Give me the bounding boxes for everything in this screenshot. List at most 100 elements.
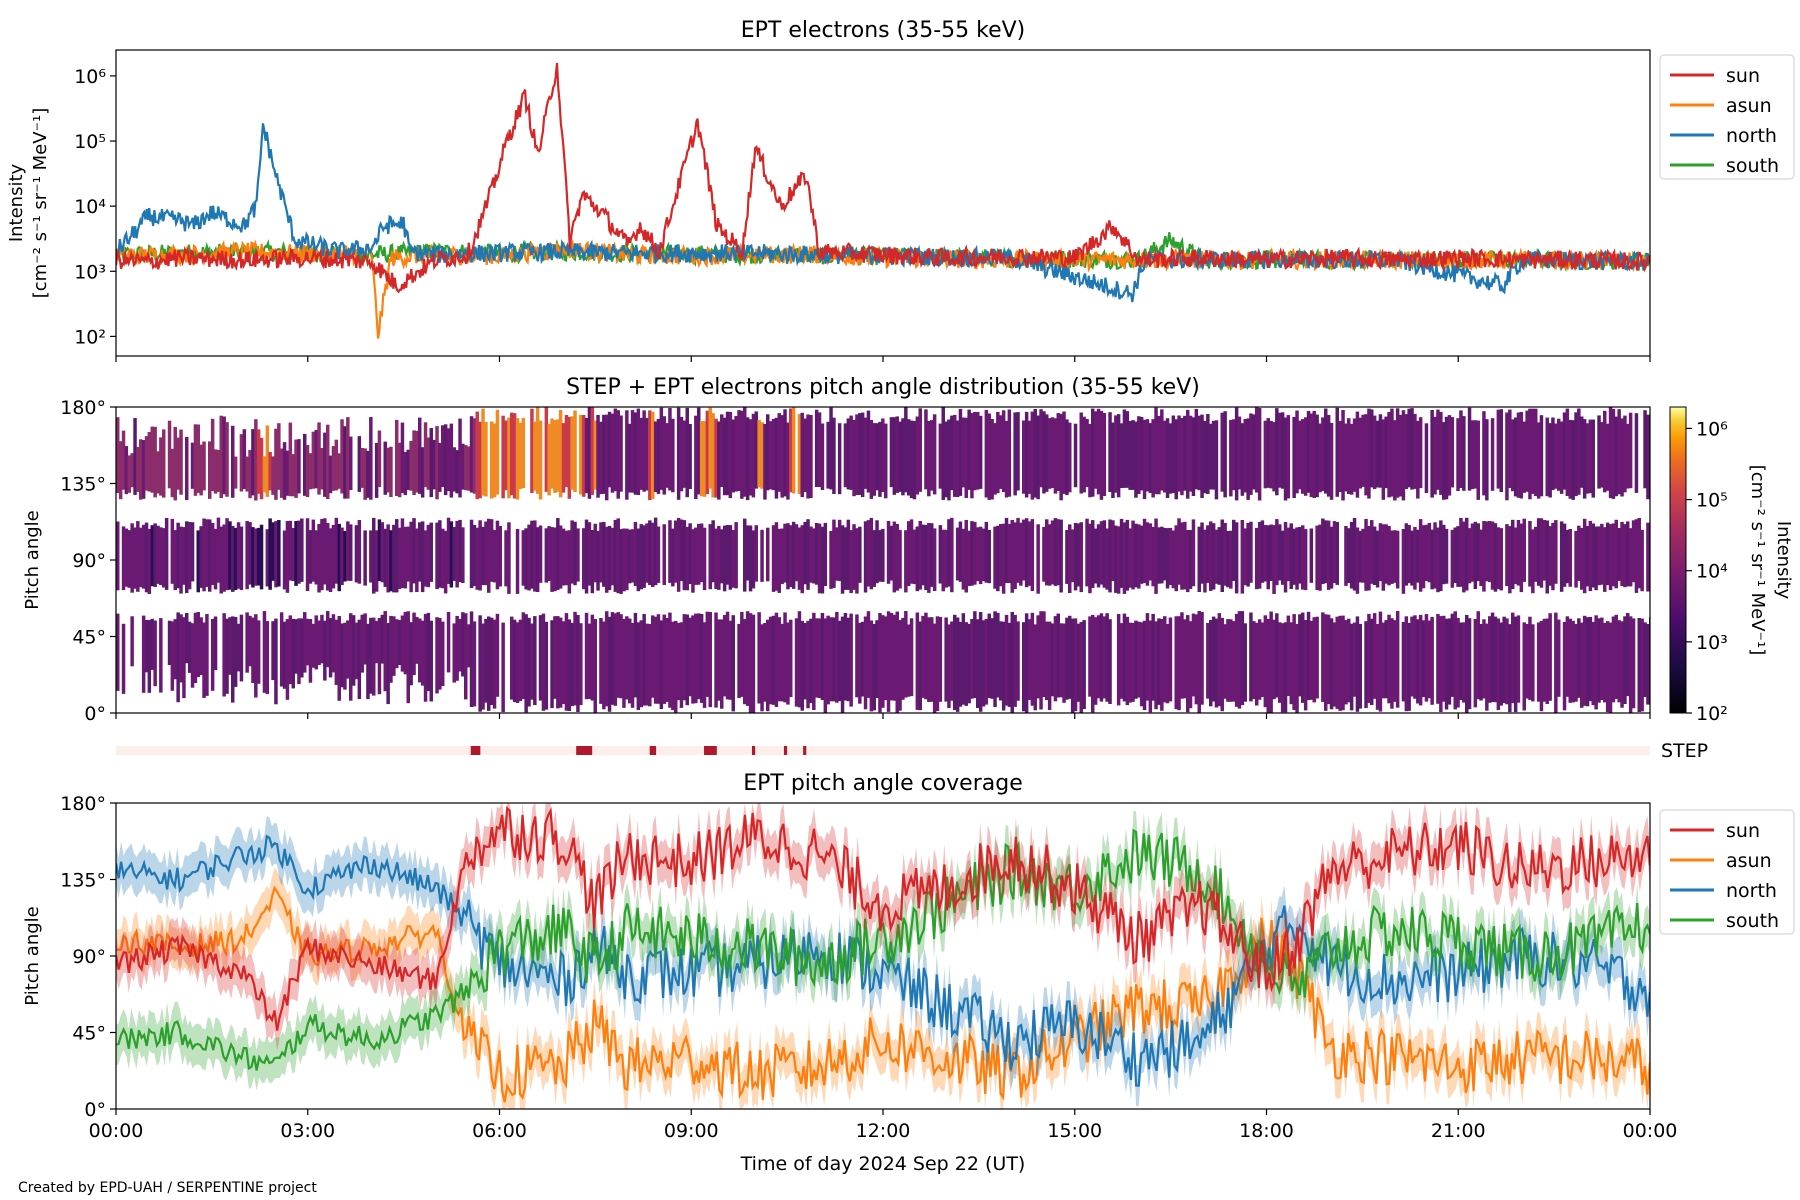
pad-cell <box>1079 522 1083 593</box>
pad-cell <box>1209 620 1213 707</box>
pad-cell <box>602 621 606 710</box>
pad-cell <box>472 418 477 494</box>
pad-cell <box>1580 528 1584 590</box>
pad-cell <box>297 618 301 685</box>
pad-cell <box>1329 526 1334 589</box>
pad-cell <box>1614 519 1618 589</box>
pad-cell <box>964 622 968 706</box>
pad-cell <box>346 417 350 499</box>
pad-cell <box>418 618 422 683</box>
pad-cell <box>400 518 405 588</box>
pad-cell <box>1611 408 1616 499</box>
pad-cell <box>147 432 152 492</box>
pad-cell <box>587 407 592 499</box>
pad-cell <box>1186 615 1190 713</box>
pad-cell <box>1401 410 1406 501</box>
pad-cell <box>1203 529 1207 593</box>
pad-cell <box>1004 614 1009 706</box>
pad-cell <box>697 523 701 585</box>
pad-cell <box>1168 423 1173 494</box>
pad-cell <box>915 416 920 495</box>
pad-cell <box>866 410 871 493</box>
pad-cell <box>541 613 546 711</box>
pad-cell <box>918 408 922 492</box>
pad-cell <box>328 455 333 494</box>
y-tick-label: 10⁶ <box>74 66 106 88</box>
pad-cell <box>544 621 549 710</box>
pad-cell <box>185 521 189 594</box>
pad-cell <box>1252 621 1256 700</box>
pad-cell <box>1306 611 1311 701</box>
pad-cell <box>1367 613 1371 703</box>
pad-cell <box>121 526 126 591</box>
pad-cell <box>1349 522 1354 589</box>
pad-cell <box>1436 409 1440 490</box>
pad-cell <box>1605 522 1610 586</box>
pad-cell <box>397 620 402 665</box>
pad-cell <box>443 530 448 594</box>
pad-cell <box>803 418 807 493</box>
pad-cell <box>955 420 960 497</box>
pad-cell <box>774 417 779 499</box>
pad-cell <box>136 447 140 492</box>
pad-cell <box>1349 623 1354 711</box>
pad-cell <box>271 522 275 581</box>
pad-cell <box>1459 517 1463 587</box>
pad-cell <box>728 411 733 499</box>
pad-cell <box>256 527 261 586</box>
pad-cell <box>1217 613 1222 707</box>
pad-cell <box>487 518 491 593</box>
pad-cell <box>435 522 439 590</box>
pad-cell <box>452 447 456 492</box>
pad-cell <box>1329 422 1334 500</box>
pad-cell <box>420 620 425 686</box>
pad-cell <box>766 414 770 491</box>
pad-cell <box>1183 415 1187 491</box>
pad-cell <box>383 441 387 495</box>
pad-cell <box>628 423 632 493</box>
pad-cell <box>1413 615 1417 699</box>
pad-cell <box>372 517 376 594</box>
pad-cell <box>843 527 848 590</box>
pad-cell <box>1321 417 1325 492</box>
pad-cell <box>1516 615 1521 703</box>
pad-panel: STEP + EPT electrons pitch angle distrib… <box>22 375 1794 725</box>
pad-cell <box>1079 412 1083 494</box>
pad-cell <box>1108 412 1112 492</box>
pad-cell <box>1030 612 1035 706</box>
pad-cell <box>1528 408 1532 500</box>
pad-cell <box>829 617 833 702</box>
pad-cell <box>1462 622 1466 703</box>
pad-cell <box>495 409 500 495</box>
pad-cell <box>1424 524 1429 581</box>
pad-cell <box>1068 524 1072 593</box>
pad-cell <box>208 519 212 592</box>
pad-cell <box>944 529 948 588</box>
pad-cell <box>1303 417 1308 496</box>
pad-cell <box>927 617 931 702</box>
pad-cell <box>1418 417 1423 489</box>
pad-cell <box>254 614 258 698</box>
pad-cell <box>116 521 120 591</box>
pad-cell <box>616 518 620 594</box>
pad-cell <box>1375 420 1380 488</box>
pad-cell <box>449 521 454 588</box>
pad-cell <box>455 615 459 681</box>
pad-cell <box>973 412 977 491</box>
pad-cell <box>1091 614 1095 713</box>
pad-cell <box>1045 621 1049 701</box>
pad-cell <box>1249 612 1253 702</box>
pad-cell <box>1105 613 1109 702</box>
pad-cell <box>668 408 672 491</box>
pad-cell <box>515 418 520 500</box>
pad-cell <box>144 436 149 491</box>
coverage-series-group <box>116 803 1650 1109</box>
pad-cell <box>1603 622 1607 703</box>
pad-cell <box>1372 613 1377 699</box>
pad-cell <box>354 622 359 680</box>
pad-cell <box>840 525 845 594</box>
pad-cell <box>889 417 894 488</box>
legend-box <box>1659 54 1795 180</box>
pad-cell <box>720 414 724 487</box>
pad-cell <box>823 618 828 713</box>
